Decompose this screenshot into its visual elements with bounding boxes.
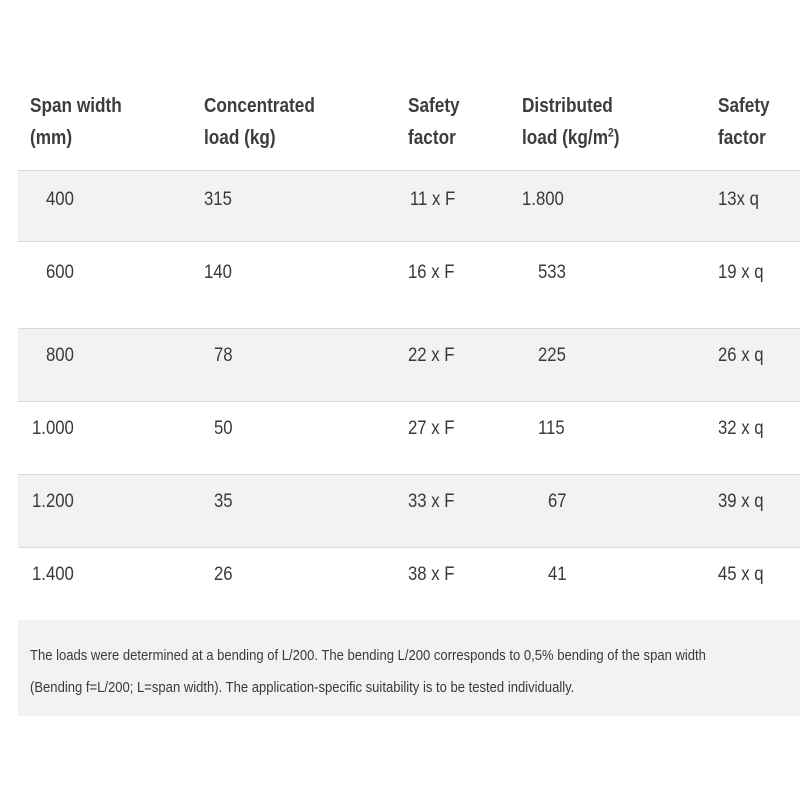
cell-span-width: 1.200 bbox=[32, 491, 74, 512]
footnote: The loads were determined at a bending o… bbox=[18, 620, 800, 716]
divider bbox=[18, 241, 800, 242]
table-row: 600 140 16 x F 533 19 x q bbox=[18, 242, 800, 328]
cell-safety-factor-1: 33 x F bbox=[408, 491, 455, 512]
cell-span-width: 600 bbox=[46, 262, 74, 283]
cell-safety-factor-2: 19 x q bbox=[718, 262, 764, 283]
header-distributed-load: Distributed load (kg/m2) bbox=[522, 95, 620, 149]
header-concentrated-load: Concentrated load (kg) bbox=[204, 95, 315, 149]
table-row: 800 78 22 x F 225 26 x q bbox=[18, 329, 800, 401]
table-row: 1.400 26 38 x F 41 45 x q bbox=[18, 548, 800, 620]
divider bbox=[18, 474, 800, 475]
cell-safety-factor-2: 26 x q bbox=[718, 345, 764, 366]
divider bbox=[18, 547, 800, 548]
cell-span-width: 800 bbox=[46, 345, 74, 366]
cell-distributed-load: 115 bbox=[538, 418, 565, 439]
cell-concentrated-load: 35 bbox=[214, 491, 233, 512]
cell-distributed-load: 1.800 bbox=[522, 189, 564, 210]
cell-concentrated-load: 26 bbox=[214, 564, 233, 585]
cell-safety-factor-1: 22 x F bbox=[408, 345, 455, 366]
cell-safety-factor-1: 38 x F bbox=[408, 564, 455, 585]
divider bbox=[18, 170, 800, 171]
cell-distributed-load: 225 bbox=[538, 345, 566, 366]
cell-safety-factor-1: 16 x F bbox=[408, 262, 455, 283]
cell-safety-factor-2: 13x q bbox=[718, 189, 759, 210]
table-row: 1.000 50 27 x F 115 32 x q bbox=[18, 402, 800, 474]
divider bbox=[18, 401, 800, 402]
table-header: Span width (mm) Concentrated load (kg) S… bbox=[18, 88, 800, 170]
load-table: Span width (mm) Concentrated load (kg) S… bbox=[18, 88, 800, 621]
table-row: 1.200 35 33 x F 67 39 x q bbox=[18, 475, 800, 547]
cell-safety-factor-2: 45 x q bbox=[718, 564, 764, 585]
header-safety-factor-2: Safety factor bbox=[718, 95, 770, 149]
cell-span-width: 1.000 bbox=[32, 418, 74, 439]
header-span-width: Span width (mm) bbox=[30, 95, 122, 149]
table-row: 400 315 11 x F 1.800 13x q bbox=[18, 171, 800, 241]
footnote-text: The loads were determined at a bending o… bbox=[30, 647, 706, 696]
header-safety-factor-1: Safety factor bbox=[408, 95, 460, 149]
cell-distributed-load: 533 bbox=[538, 262, 566, 283]
cell-safety-factor-1: 11 x F bbox=[410, 189, 456, 210]
cell-span-width: 400 bbox=[46, 189, 74, 210]
cell-concentrated-load: 50 bbox=[214, 418, 233, 439]
cell-concentrated-load: 78 bbox=[214, 345, 233, 366]
divider bbox=[18, 328, 800, 329]
cell-span-width: 1.400 bbox=[32, 564, 74, 585]
cell-distributed-load: 41 bbox=[548, 564, 567, 585]
cell-concentrated-load: 315 bbox=[204, 189, 232, 210]
cell-distributed-load: 67 bbox=[548, 491, 567, 512]
cell-safety-factor-2: 32 x q bbox=[718, 418, 764, 439]
cell-safety-factor-2: 39 x q bbox=[718, 491, 764, 512]
cell-concentrated-load: 140 bbox=[204, 262, 232, 283]
cell-safety-factor-1: 27 x F bbox=[408, 418, 455, 439]
